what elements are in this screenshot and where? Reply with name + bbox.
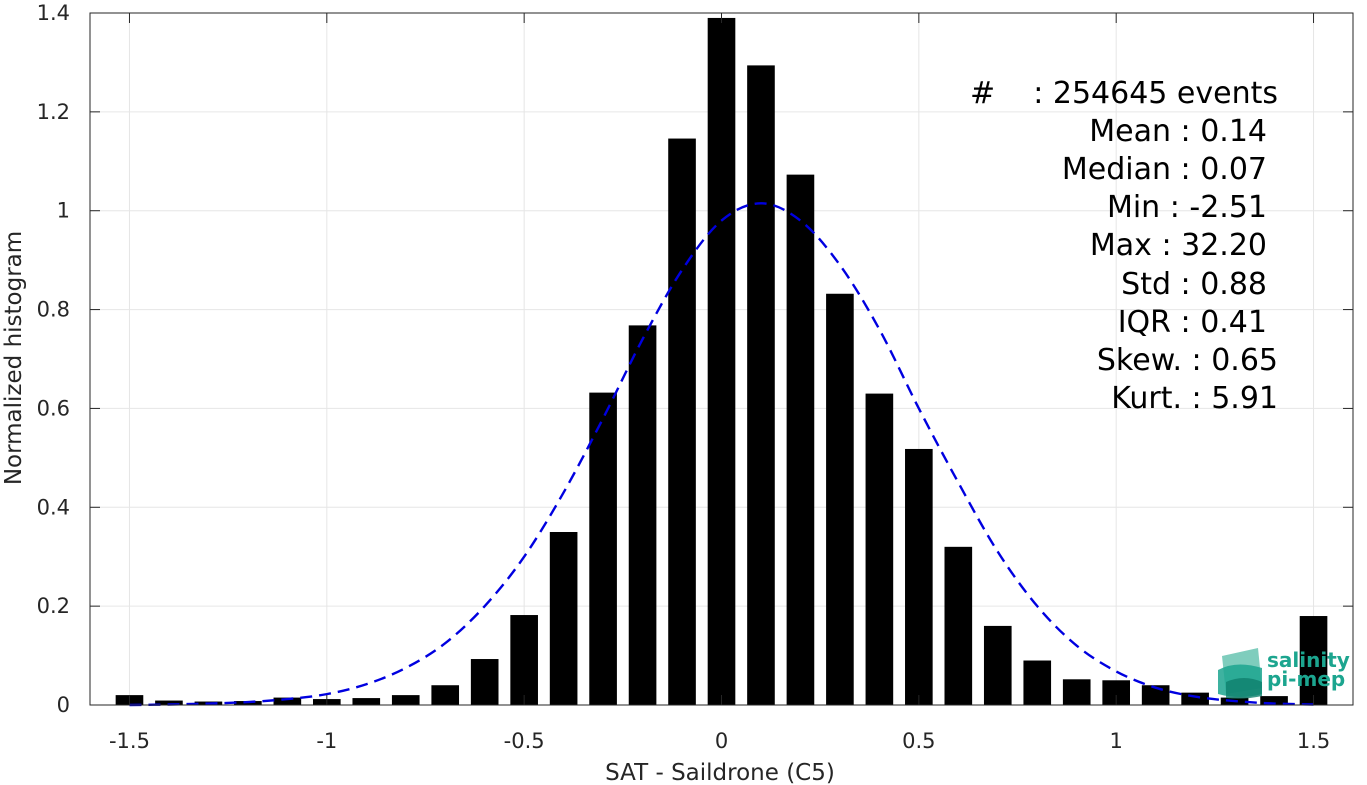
histogram-bar	[273, 697, 302, 705]
histogram-bar	[826, 293, 854, 705]
stats-min: Min : -2.51	[1107, 190, 1267, 225]
histogram-bar	[352, 698, 381, 705]
y-tick-label: 1.2	[37, 100, 70, 124]
histogram-bar	[1023, 660, 1052, 705]
histogram-bar	[865, 393, 894, 705]
y-axis-label: Normalized histogram	[1, 231, 27, 485]
histogram-bar	[589, 392, 617, 705]
histogram-bar	[944, 546, 973, 705]
salinity-pimep-logo: salinity pi-mep	[1218, 648, 1350, 699]
logo-text-pimep: pi-mep	[1267, 667, 1345, 691]
stats-count-value: : 254645 events	[1033, 76, 1278, 111]
stats-mean: Mean : 0.14	[1089, 114, 1267, 149]
x-axis-label: SAT - Saildrone (C5)	[605, 760, 835, 785]
x-tick-label: 0	[715, 729, 728, 753]
y-tick-label: 1	[57, 199, 70, 223]
logo-text-salinity: salinity	[1267, 648, 1350, 672]
normal-fit-curve	[129, 202, 1314, 707]
histogram-bar	[1181, 692, 1209, 705]
histogram-bar	[628, 325, 657, 705]
histogram-bar	[983, 625, 1012, 705]
wave-logo-icon	[1218, 648, 1262, 699]
stats-max: Max : 32.20	[1090, 228, 1267, 263]
y-tick-label: 0.6	[37, 396, 70, 420]
histogram-bar	[391, 695, 420, 705]
y-tick-label: 0	[57, 693, 70, 717]
stats-skew: Skew. : 0.65	[1097, 343, 1278, 378]
stats-kurt: Kurt. : 5.91	[1111, 381, 1278, 416]
x-tick-label: 0.5	[902, 729, 935, 753]
histogram-bar	[905, 448, 933, 705]
stats-count-symbol: #	[970, 76, 995, 111]
x-tick-label: 1.5	[1297, 729, 1330, 753]
axis-ticks	[90, 12, 1353, 706]
histogram-bar	[470, 659, 499, 705]
histogram-bar	[707, 17, 736, 705]
x-tick-label: -0.5	[504, 729, 545, 753]
x-tick-label: -1	[316, 729, 337, 753]
histogram-bar	[1260, 696, 1288, 705]
stats-std: Std : 0.88	[1121, 267, 1267, 302]
histogram-bars	[115, 17, 1328, 706]
stats-box: # : 254645 events Mean : 0.14 Median : 0…	[970, 76, 1278, 416]
histogram-bar	[1062, 679, 1091, 705]
y-tick-label: 1.4	[37, 1, 70, 25]
x-tick-label: -1.5	[109, 729, 150, 753]
histogram-bar	[668, 138, 696, 705]
histogram-bar	[549, 532, 578, 705]
x-tick-label: 1	[1110, 729, 1123, 753]
x-tick-labels: -1.5 -1 -0.5 0 0.5 1 1.5	[109, 729, 1330, 753]
y-tick-labels: 0 0.2 0.4 0.6 0.8 1 1.2 1.4	[37, 1, 70, 717]
histogram-bar	[431, 685, 460, 705]
histogram-bar	[1299, 616, 1328, 705]
histogram-bar	[510, 615, 538, 705]
histogram-bar	[155, 700, 183, 705]
y-tick-label: 0.4	[37, 495, 70, 519]
histogram-bar	[786, 174, 815, 706]
stats-iqr: IQR : 0.41	[1118, 305, 1267, 340]
y-tick-label: 0.8	[37, 298, 70, 322]
histogram-bar	[747, 65, 775, 705]
y-tick-label: 0.2	[37, 594, 70, 618]
stats-median: Median : 0.07	[1062, 152, 1267, 187]
